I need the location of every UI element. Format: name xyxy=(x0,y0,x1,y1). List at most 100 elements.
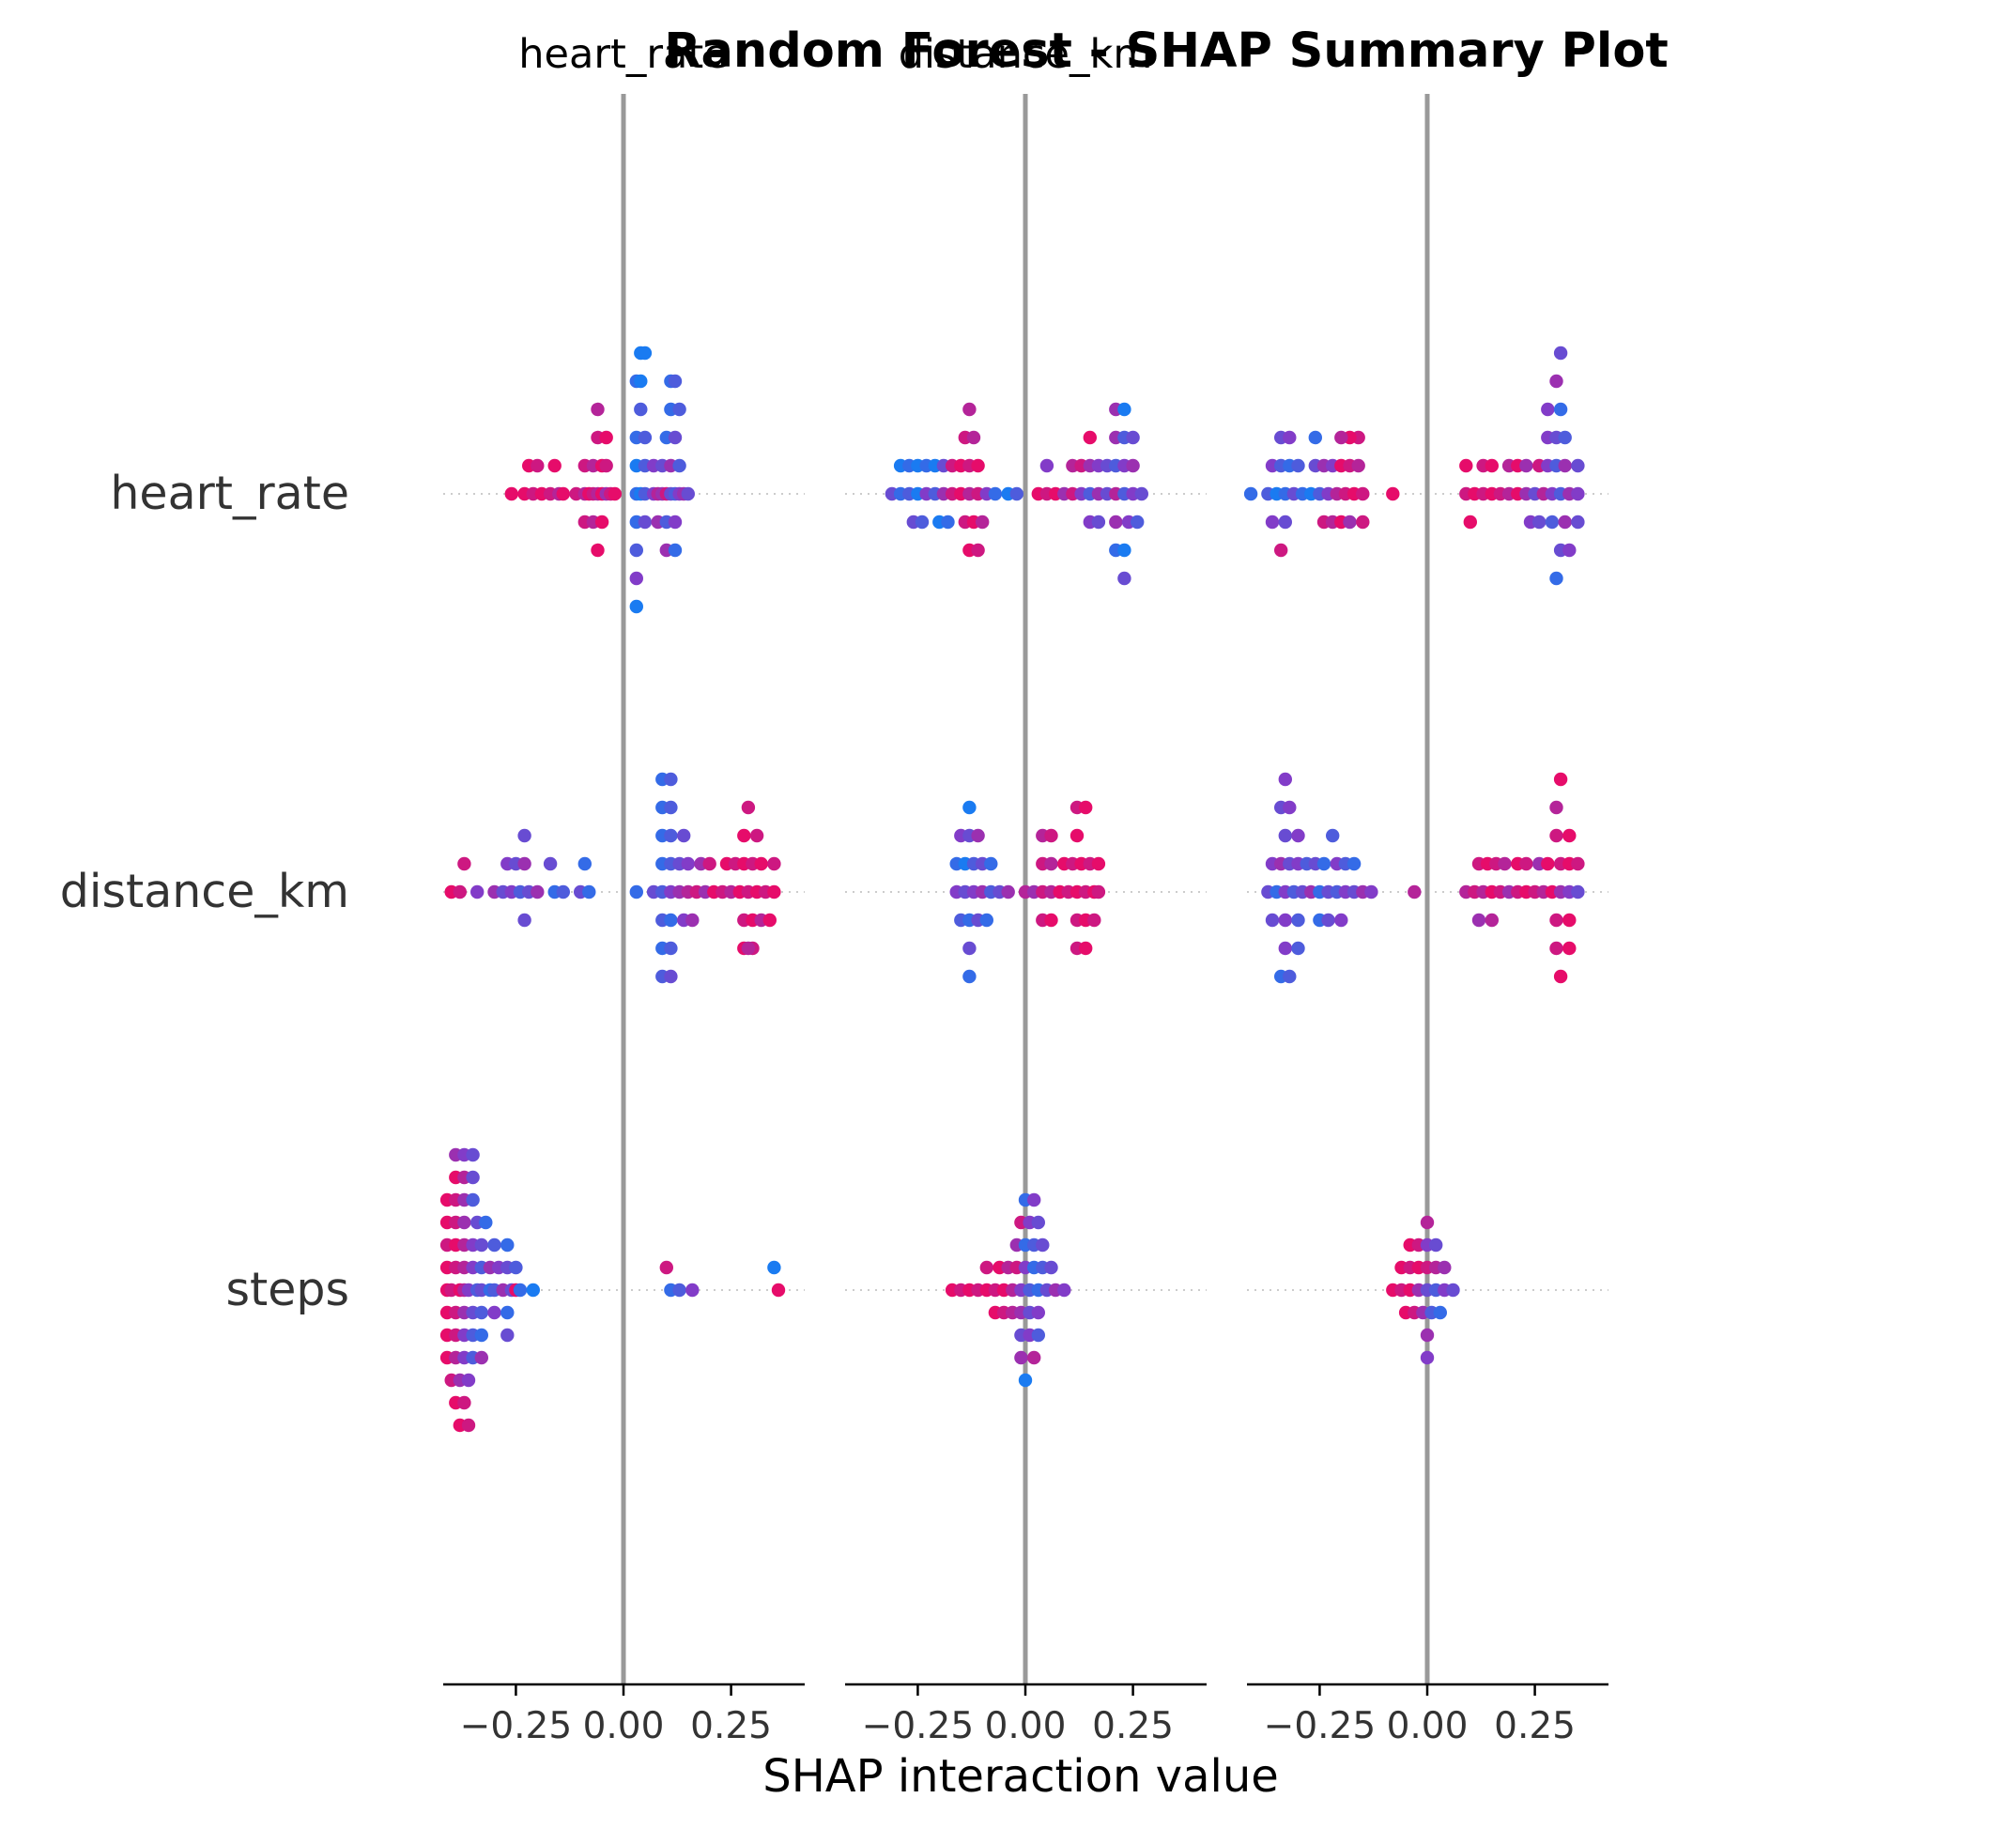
x-tick-label: 0.00 xyxy=(985,1705,1067,1747)
shap-point xyxy=(1558,515,1572,530)
shap-point xyxy=(737,828,751,843)
shap-point xyxy=(517,828,531,843)
shap-point xyxy=(474,1328,488,1343)
shap-point xyxy=(1498,856,1512,871)
shap-point xyxy=(638,346,653,361)
shap-point xyxy=(1131,515,1145,530)
shap-point xyxy=(767,856,781,871)
shap-point xyxy=(1278,913,1293,928)
shap-point xyxy=(1031,1215,1046,1230)
shap-point xyxy=(971,828,985,843)
shap-point xyxy=(1316,856,1331,871)
shap-point xyxy=(500,1305,515,1320)
shap-point xyxy=(1027,1350,1041,1365)
shap-point xyxy=(1278,941,1293,956)
shap-point xyxy=(513,1283,528,1298)
shap-point xyxy=(979,913,994,928)
shap-point xyxy=(1044,913,1058,928)
shap-point xyxy=(1541,402,1555,417)
shap-point xyxy=(629,599,643,614)
chart-title: Random Forest - SHAP Summary Plot xyxy=(664,23,1669,79)
shap-point xyxy=(629,543,643,558)
shap-point xyxy=(453,884,467,899)
shap-point xyxy=(1278,772,1293,787)
shap-point xyxy=(962,969,977,984)
shap-point xyxy=(1044,1260,1058,1275)
shap-point xyxy=(971,458,985,473)
shap-point xyxy=(1039,458,1054,473)
shap-point xyxy=(1278,515,1293,530)
shap-point xyxy=(1057,1283,1071,1298)
x-axis-label: SHAP interaction value xyxy=(762,1750,1279,1803)
shap-point xyxy=(1571,884,1585,899)
shap-point xyxy=(1283,800,1297,815)
shap-point xyxy=(1351,458,1365,473)
shap-point xyxy=(1553,346,1568,361)
shap-point xyxy=(976,515,990,530)
shap-point xyxy=(1485,458,1500,473)
shap-point xyxy=(461,1373,476,1388)
shap-point xyxy=(664,772,678,787)
shap-point xyxy=(556,884,570,899)
shap-point xyxy=(461,1418,476,1433)
x-tick-label: 0.00 xyxy=(1387,1705,1469,1747)
shap-point xyxy=(1343,515,1357,530)
shap-point xyxy=(762,913,777,928)
shap-point xyxy=(1243,486,1258,501)
shap-point xyxy=(754,856,768,871)
shap-point xyxy=(1420,1350,1435,1365)
shap-point xyxy=(1562,828,1577,843)
x-tick-label: 0.25 xyxy=(1092,1705,1174,1747)
x-tick-label: 0.25 xyxy=(1494,1705,1576,1747)
shap-point xyxy=(1087,913,1101,928)
shap-point xyxy=(767,1260,781,1275)
shap-point xyxy=(1265,515,1280,530)
shap-point xyxy=(531,458,545,473)
shap-point xyxy=(500,1237,515,1253)
shap-point xyxy=(1134,486,1149,501)
shap-point xyxy=(659,1260,673,1275)
shap-point xyxy=(1420,1215,1435,1230)
shap-point xyxy=(915,515,930,530)
shap-point xyxy=(1283,969,1297,984)
x-tick-label: 0.25 xyxy=(690,1705,772,1747)
shap-point xyxy=(664,913,678,928)
shap-point xyxy=(749,828,764,843)
row-label-steps: steps xyxy=(225,1263,349,1316)
shap-point xyxy=(702,856,716,871)
shap-point xyxy=(1278,828,1293,843)
shap-point xyxy=(668,430,683,445)
shap-point xyxy=(966,430,981,445)
shap-point xyxy=(1571,486,1585,501)
shap-point xyxy=(1549,828,1563,843)
shap-point xyxy=(1291,913,1305,928)
shap-point xyxy=(668,543,683,558)
shap-point xyxy=(638,515,653,530)
shap-point xyxy=(470,884,485,899)
shap-point xyxy=(517,913,531,928)
shap-point xyxy=(634,402,648,417)
shap-point xyxy=(599,458,613,473)
shap-point xyxy=(672,1283,686,1298)
shap-point xyxy=(1549,800,1563,815)
shap-point xyxy=(1291,458,1305,473)
shap-point xyxy=(474,1350,488,1365)
shap-point xyxy=(1001,884,1015,899)
shap-point xyxy=(1562,913,1577,928)
shap-point xyxy=(629,884,643,899)
shap-point xyxy=(741,800,756,815)
shap-point xyxy=(984,856,998,871)
shap-point xyxy=(664,969,678,984)
shap-point xyxy=(1044,856,1058,871)
shap-point xyxy=(1126,430,1140,445)
shap-point xyxy=(1109,515,1123,530)
shap-point xyxy=(457,1215,471,1230)
shap-point xyxy=(1463,515,1478,530)
shap-point xyxy=(979,1260,994,1275)
shap-point xyxy=(1558,430,1572,445)
x-tick-label: −0.25 xyxy=(862,1705,975,1747)
x-tick-label: −0.25 xyxy=(1264,1705,1377,1747)
shap-point xyxy=(1519,458,1533,473)
shap-point xyxy=(1036,1237,1050,1253)
